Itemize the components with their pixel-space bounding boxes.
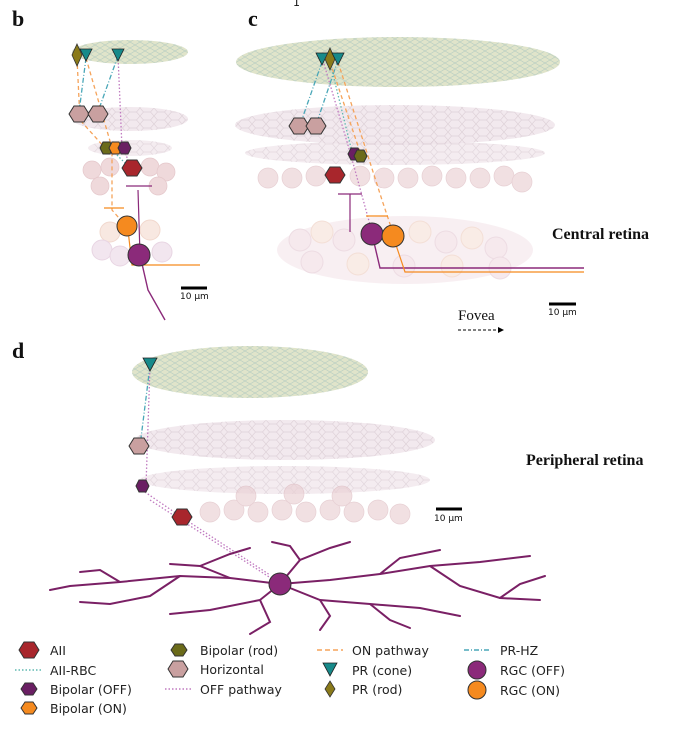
legend-item-horizontal: Horizontal — [194, 660, 264, 678]
bipolar-rod-cell — [353, 149, 368, 163]
pr-cone-marker — [142, 357, 158, 372]
rgc-on-axon — [392, 235, 584, 273]
top-stray-mark: 1 — [293, 0, 300, 9]
legend-item-off-pathway: OFF pathway — [194, 680, 282, 698]
legend-label: Bipolar (ON) — [50, 700, 127, 716]
pink-hexagon-icon — [167, 660, 189, 678]
legend-label: OFF pathway — [200, 681, 282, 697]
legend-label: Bipolar (rod) — [200, 642, 279, 658]
photoreceptor-layer — [236, 37, 560, 87]
rgc-on-cell — [116, 215, 138, 237]
aii-cell — [324, 166, 346, 184]
horizontal-cell — [305, 117, 327, 135]
purple-hexagon-icon — [20, 682, 38, 696]
horizontal-cell — [87, 105, 109, 123]
horizontal-layer — [235, 105, 555, 145]
legend-item-pr-hz: PR-HZ — [494, 641, 538, 659]
olive-diamond-icon — [324, 680, 336, 698]
photoreceptor-layer — [72, 40, 188, 64]
photoreceptor-layer — [132, 346, 368, 398]
legend-label: PR (rod) — [352, 681, 403, 697]
legend-label: AII-RBC — [50, 662, 97, 678]
panel-c-letter: c — [248, 6, 258, 31]
rgc-layer — [91, 219, 173, 267]
legend-item-on-pathway: ON pathway — [346, 641, 429, 659]
fovea-label: Fovea — [458, 308, 495, 324]
aii-layer — [257, 165, 533, 193]
pr-cone-marker — [331, 52, 345, 66]
bipolar-off-cell — [135, 479, 150, 493]
teal-triangle-icon — [322, 662, 338, 677]
peripheral-retina-label: Peripheral retina — [526, 452, 644, 469]
central-retina-label: Central retina — [552, 226, 650, 243]
panel-c-scale-label: 10 μm — [548, 308, 577, 318]
pr-cone-marker — [111, 48, 125, 62]
horizontal-layer — [72, 107, 188, 131]
panel-c — [235, 37, 584, 333]
legend-label: Bipolar (OFF) — [50, 681, 132, 697]
legend-label: ON pathway — [352, 642, 429, 658]
legend-item-bipolar-rod: Bipolar (rod) — [194, 641, 278, 659]
legend-item-aii: AII — [44, 641, 66, 659]
rgc-off-cell — [268, 572, 292, 596]
aii-cell — [121, 159, 143, 177]
aii-layer — [199, 483, 411, 525]
rgc-off-cell — [360, 222, 384, 246]
rgc-on-axon — [127, 229, 200, 266]
horizontal-cell — [128, 437, 150, 455]
panel-d-scale-label: 10 μm — [434, 514, 463, 524]
legend-item-bipolar-on: Bipolar (ON) — [44, 699, 127, 717]
legend-label: RGC (ON) — [500, 682, 561, 698]
legend-item-bipolar-off: Bipolar (OFF) — [44, 680, 132, 698]
horizontal-cell — [68, 105, 90, 123]
bipolar-layer — [245, 141, 545, 165]
panel-d — [49, 346, 546, 635]
panel-d-letter: d — [12, 338, 25, 363]
fovea-arrow-head — [498, 327, 504, 333]
legend-item-rgc-on: RGC (ON) — [494, 681, 560, 699]
orange-circle-icon — [467, 680, 487, 700]
orange-hexagon-icon — [20, 701, 38, 715]
rgc-dendritic-arbor — [49, 541, 546, 635]
legend-label: RGC (OFF) — [500, 662, 566, 678]
legend-label: PR (cone) — [352, 662, 413, 678]
legend-item-pr-cone: PR (cone) — [346, 661, 412, 679]
legend-item-pr-rod: PR (rod) — [346, 680, 402, 698]
rgc-off-dendrite — [338, 193, 362, 232]
legend-item-rgc-off: RGC (OFF) — [494, 661, 565, 679]
legend-label: AII — [50, 642, 66, 658]
rgc-layer — [277, 216, 533, 284]
rgc-off-axon — [371, 233, 584, 269]
red-hexagon-icon — [18, 641, 40, 659]
aii-cell — [171, 508, 193, 526]
rgc-off-axon — [139, 254, 166, 321]
rgc-off-cell — [127, 243, 151, 267]
panel-b-letter: b — [12, 6, 25, 31]
bipolar-layer — [140, 466, 430, 494]
horizontal-layer — [135, 420, 435, 460]
olive-hexagon-icon — [170, 643, 188, 657]
purple-circle-icon — [467, 660, 487, 680]
pr-cone-marker — [79, 48, 93, 62]
panel-b — [68, 40, 207, 321]
bipolar-off-cell — [117, 141, 132, 155]
rgc-on-cell — [381, 224, 405, 248]
legend-label: Horizontal — [200, 661, 264, 677]
panel-b-scale-label: 10 μm — [180, 292, 209, 302]
legend-item-aii-rbc: AII-RBC — [44, 661, 96, 679]
legend-label: PR-HZ — [500, 642, 539, 658]
legend-icons — [15, 641, 490, 715]
pr-rod-marker — [71, 43, 83, 67]
